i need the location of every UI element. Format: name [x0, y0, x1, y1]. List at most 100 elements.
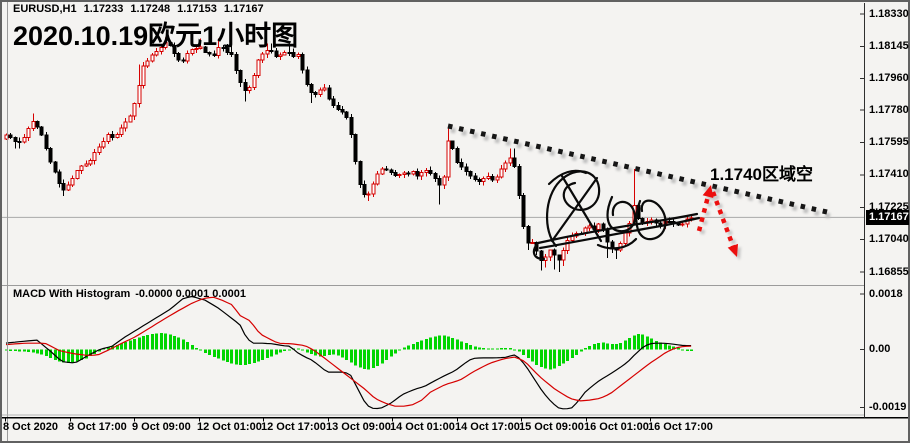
candle-bull — [486, 175, 491, 180]
macd-bar — [23, 349, 26, 352]
time-axis-label: 12 Oct 17:00 — [261, 421, 326, 433]
macd-bar — [5, 349, 8, 351]
macd-bar — [491, 348, 494, 350]
candle-bear — [539, 250, 544, 262]
candle-bull — [265, 49, 270, 55]
macd-bar — [434, 336, 437, 350]
time-axis-label: 14 Oct 01:00 — [390, 421, 455, 433]
ohlc-open: 1.17233 — [83, 3, 124, 15]
macd-bar — [429, 337, 432, 350]
macd-bar — [372, 349, 375, 369]
arrow — [696, 185, 714, 232]
macd-bar — [615, 343, 618, 350]
candle-bear — [287, 51, 292, 54]
macd-bar — [451, 337, 454, 350]
macd-bar — [474, 346, 477, 350]
candle-bull — [530, 242, 535, 245]
candle-bear — [61, 182, 66, 191]
macd-bar — [40, 349, 43, 355]
candle-bull — [596, 223, 601, 231]
time-axis-label: 15 Oct 09:00 — [519, 421, 584, 433]
candle-bear — [313, 92, 318, 95]
candle-bear — [353, 133, 358, 163]
macd-bar — [160, 333, 163, 350]
macd-bar — [27, 349, 30, 353]
macd-bar — [659, 342, 662, 350]
candle-bull — [132, 103, 137, 117]
candle-bear — [17, 140, 22, 143]
macd-bar — [540, 349, 543, 368]
candle-bear — [336, 104, 341, 110]
candle-bull — [92, 152, 97, 162]
candle-bear — [300, 54, 305, 71]
candle-bear — [428, 169, 433, 174]
macd-bar — [482, 348, 485, 350]
macd-bar — [456, 339, 459, 350]
macd-bar — [230, 349, 233, 364]
candle-bear — [349, 116, 354, 135]
macd-bar — [558, 349, 561, 367]
arrow — [710, 191, 739, 257]
macd-bar — [235, 349, 238, 365]
macd-bar — [553, 349, 556, 369]
macd-bar — [32, 349, 35, 353]
macd-bar — [288, 349, 291, 351]
candle-bear — [243, 82, 248, 91]
macd-bar — [593, 344, 596, 350]
macd-bar — [447, 336, 450, 350]
candle-bear — [433, 172, 438, 179]
macd-bar — [602, 342, 605, 350]
macd-bar — [580, 349, 583, 352]
macd-bar — [116, 344, 119, 350]
resistance-trendline — [447, 123, 828, 215]
macd-bar — [120, 343, 123, 350]
candle-bull — [375, 173, 380, 185]
time-axis-label: 8 Oct 17:00 — [68, 421, 127, 433]
price-axis-label: 1.18145 — [869, 39, 909, 52]
macd-bar — [509, 347, 512, 350]
macd-signal-line — [5, 296, 692, 407]
candle-bull — [115, 133, 120, 138]
current-price-tag: 1.17167 — [866, 210, 909, 225]
candle-bear — [468, 170, 473, 177]
macd-bar — [672, 346, 675, 350]
candles-layer — [4, 37, 694, 272]
candle-bear — [459, 162, 464, 168]
candle-bull — [141, 65, 146, 87]
macd-indicator-values: -0.0000 0.0001 0.0001 — [135, 288, 246, 300]
candle-bear — [309, 84, 314, 94]
macd-bar — [359, 349, 362, 368]
candle-bull — [318, 89, 323, 95]
macd-bar — [36, 349, 39, 354]
macd-bar — [350, 349, 353, 363]
candle-bull — [680, 223, 685, 226]
candle-bear — [212, 53, 217, 56]
candle-bull — [411, 171, 416, 175]
candle-bear — [13, 137, 18, 142]
candle-bear — [552, 249, 557, 256]
macd-bar — [208, 349, 211, 356]
candle-bull — [123, 121, 128, 129]
ohlc-header: EURUSD,H1 1.17233 1.17248 1.17153 1.17167 — [13, 3, 271, 15]
candle-bear — [358, 161, 363, 185]
macd-bar — [584, 348, 587, 350]
macd-bar — [124, 341, 127, 350]
candle-bull — [397, 173, 402, 176]
macd-bar — [85, 349, 88, 359]
macd-bar — [173, 335, 176, 350]
candle-bear — [455, 148, 460, 164]
macd-bar — [332, 349, 335, 355]
candle-bull — [75, 170, 80, 179]
macd-bar — [518, 349, 521, 352]
candle-bear — [362, 183, 367, 196]
time-axis-label: 14 Oct 17:00 — [455, 421, 520, 433]
candle-bear — [521, 194, 526, 227]
candle-bear — [393, 171, 398, 176]
macd-bar — [416, 342, 419, 350]
macd-bar — [169, 334, 172, 350]
candle-bull — [128, 115, 133, 123]
candle-bull — [380, 168, 385, 175]
macd-bar — [279, 349, 282, 353]
